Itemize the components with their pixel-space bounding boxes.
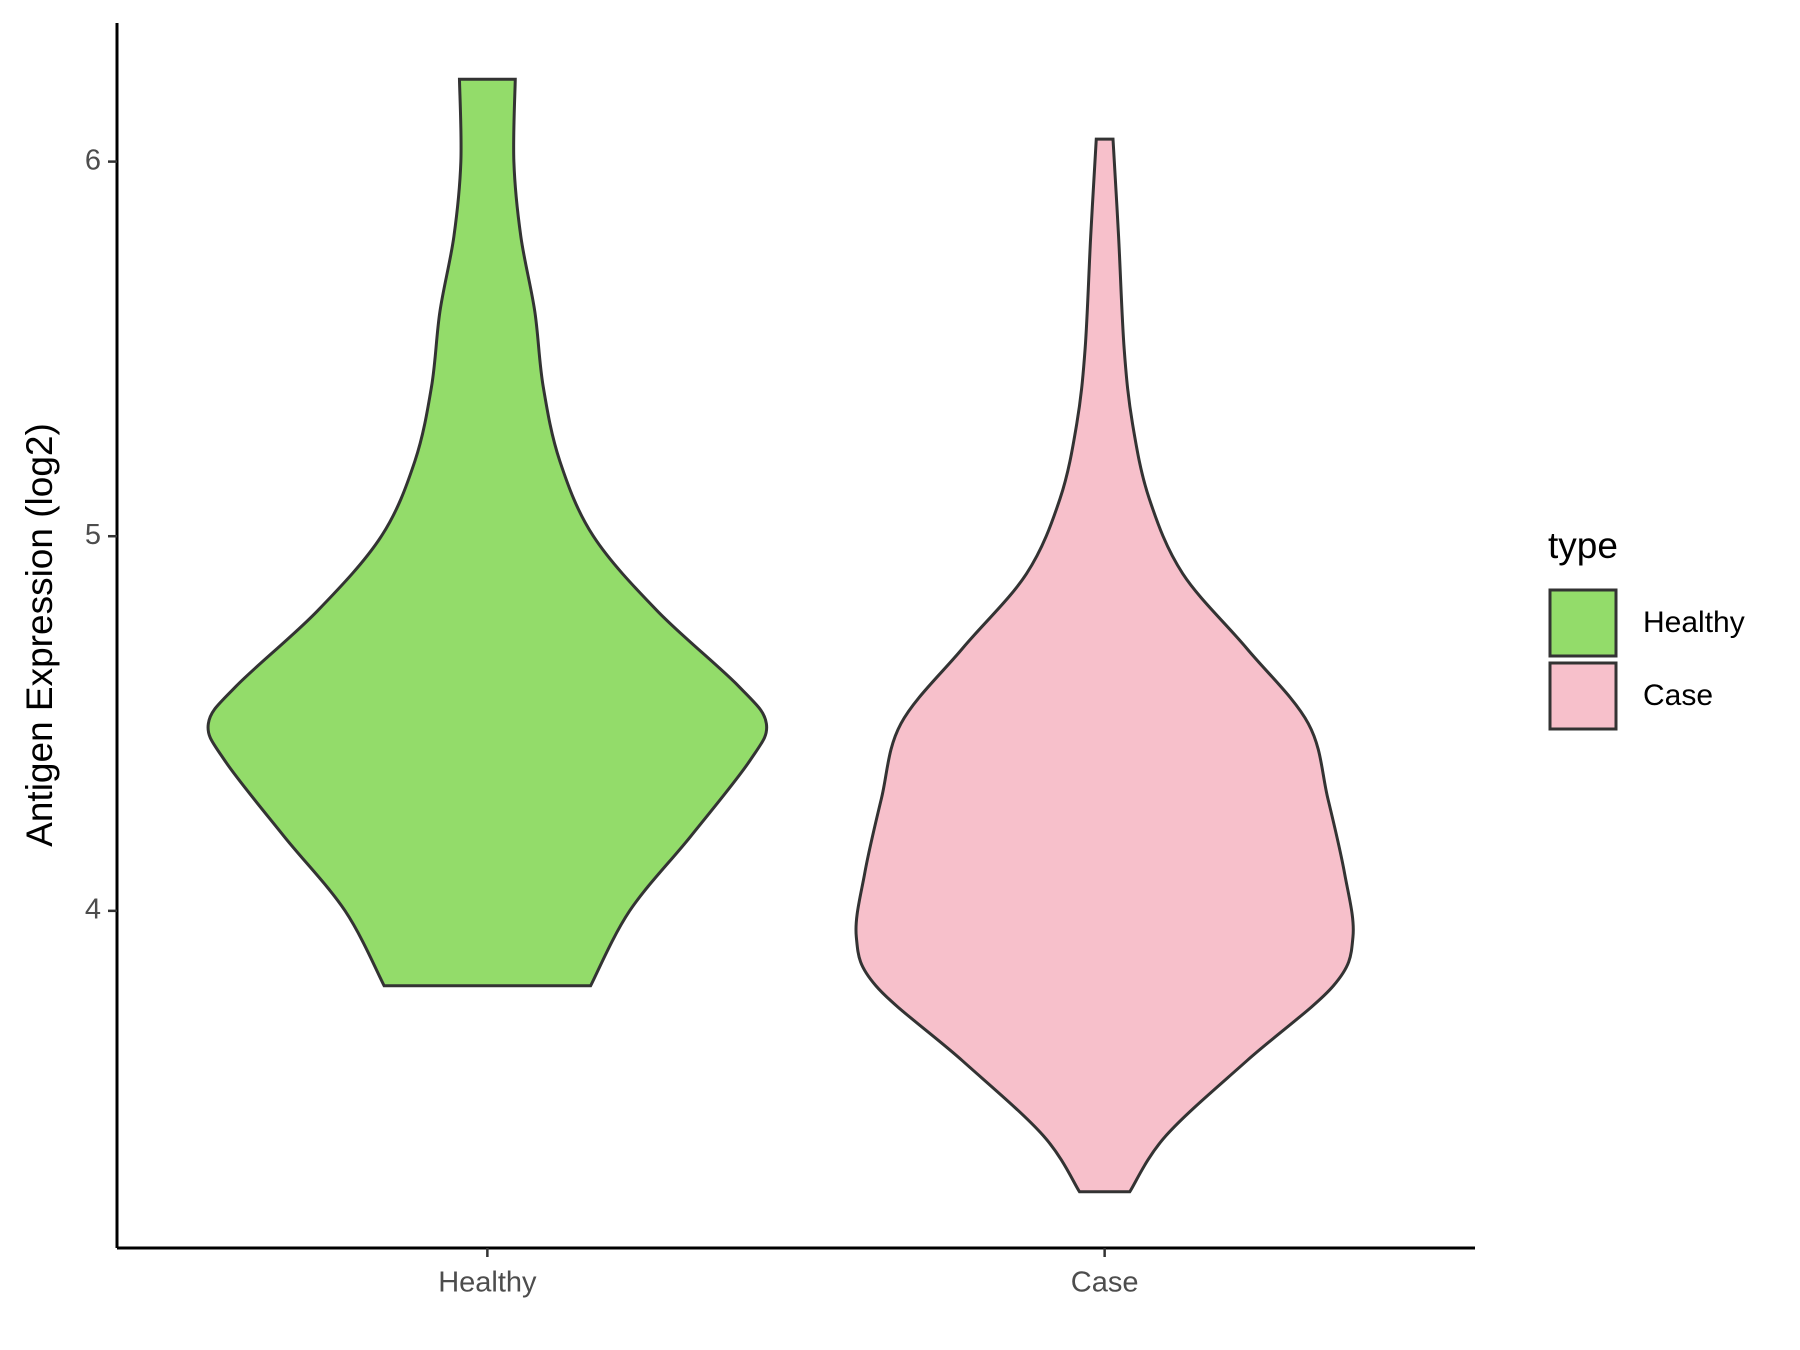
- y-axis-title: Antigen Expression (log2): [19, 423, 60, 847]
- y-tick-label: 4: [85, 894, 101, 926]
- legend-title: type: [1548, 525, 1618, 566]
- violin: [206, 77, 769, 988]
- violin: [854, 137, 1355, 1194]
- legend-key: [1548, 661, 1618, 731]
- x-tick-label: Healthy: [438, 1267, 537, 1299]
- legend-key: [1548, 588, 1618, 658]
- legend-label: Case: [1643, 679, 1713, 712]
- legend-label: Healthy: [1643, 606, 1745, 639]
- x-tick-label: Case: [1071, 1267, 1139, 1299]
- y-tick-label: 6: [85, 144, 101, 176]
- y-tick-label: 5: [85, 519, 101, 551]
